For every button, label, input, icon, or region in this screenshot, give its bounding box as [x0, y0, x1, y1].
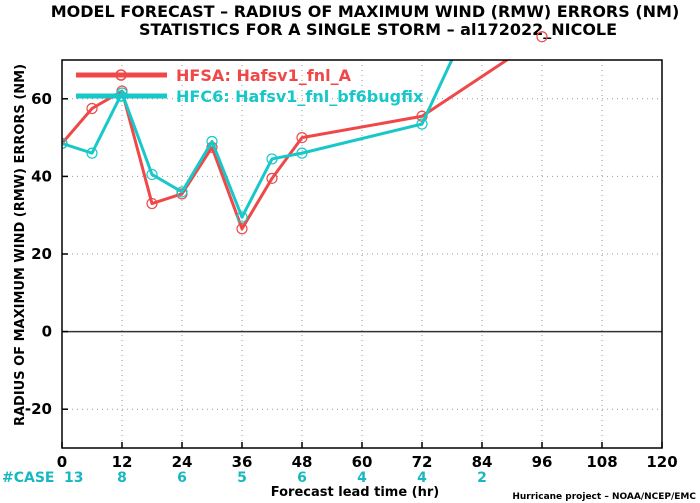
data-point	[416, 118, 428, 130]
case-count: 5	[237, 470, 247, 486]
y-tick-label: 20	[31, 245, 52, 263]
chart-title: MODEL FORECAST – RADIUS OF MAXIMUM WIND …	[51, 2, 680, 21]
y-tick-label: 60	[31, 90, 52, 108]
x-tick-label: 36	[232, 453, 253, 471]
data-point	[86, 147, 98, 159]
data-point	[236, 223, 248, 235]
legend: HFSA: Hafsv1_fnl_A HFC6: Hafsv1_fnl_bf6bu…	[76, 66, 424, 106]
x-tick-label: 24	[172, 453, 193, 471]
data-point	[146, 168, 158, 181]
data-point	[86, 102, 98, 115]
data-point	[206, 135, 218, 148]
y-tick-label: 0	[42, 323, 52, 341]
series-line-2	[62, 60, 454, 219]
case-label: #CASE	[2, 470, 55, 486]
x-tick-label: 84	[472, 453, 493, 471]
grid	[62, 60, 662, 448]
data-point	[296, 132, 308, 144]
case-count: 6	[177, 470, 187, 486]
case-count: 6	[297, 470, 307, 486]
x-tick-label: 96	[532, 453, 553, 471]
legend-marker-2	[115, 90, 127, 102]
case-count: 4	[357, 470, 367, 486]
data-point	[266, 153, 278, 165]
x-tick-label: 12	[112, 453, 133, 471]
credit-text: Hurricane project – NOAA/NCEP/EMC	[512, 492, 696, 502]
y-tick-label: -20	[25, 400, 52, 418]
x-tick-label: 120	[646, 453, 677, 471]
data-point	[62, 137, 68, 150]
case-count: 8	[117, 470, 127, 486]
y-axis-label: RADIUS OF MAXIMUM WIND (RMW) ERRORS (NM)	[13, 64, 28, 426]
data-point	[146, 197, 158, 210]
legend-label-1: HFSA: Hafsv1_fnl_A	[176, 66, 352, 85]
case-counts: 13 8 6 5 6 4 4 2	[64, 470, 487, 486]
case-count: 2	[477, 470, 487, 486]
data-point	[296, 147, 308, 159]
legend-marker-1	[115, 69, 127, 81]
y-tick-labels: -20 0 20 40 60	[25, 90, 68, 418]
legend-label-2: HFC6: Hafsv1_fnl_bf6bugfix	[176, 87, 424, 106]
x-tick-label: 60	[352, 453, 373, 471]
case-count: 13	[64, 470, 83, 486]
x-tick-labels: 0 12 24 36 48 60 72 84 96 108 120	[57, 442, 678, 471]
data-point	[236, 211, 248, 223]
x-tick-label: 0	[57, 453, 67, 471]
data-point-overflow	[536, 31, 548, 43]
x-axis-label: Forecast lead time (hr)	[271, 485, 439, 500]
x-tick-label: 108	[586, 453, 617, 471]
y-tick-label: 40	[31, 167, 52, 185]
x-tick-label: 48	[292, 453, 313, 471]
overflow-markers	[536, 31, 548, 43]
case-count: 4	[417, 470, 427, 486]
data-point	[176, 186, 188, 198]
data-point	[266, 172, 278, 184]
chart-subtitle: STATISTICS FOR A SINGLE STORM – al172022…	[139, 20, 617, 39]
x-tick-label: 72	[412, 453, 433, 471]
